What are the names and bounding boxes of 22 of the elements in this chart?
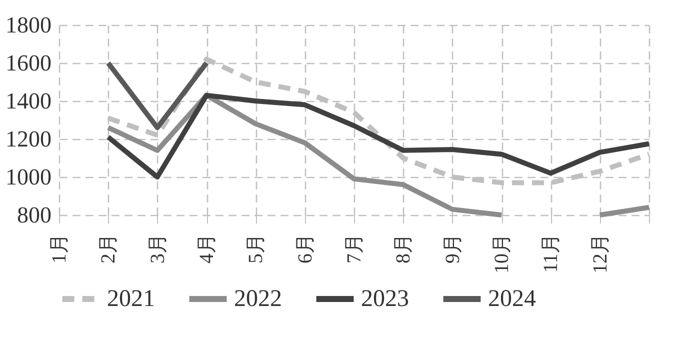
y-tick-label: 800 — [17, 202, 52, 228]
y-tick-label: 1600 — [6, 50, 52, 76]
x-tick-label: 6月 — [294, 234, 316, 264]
x-tick-label: 2月 — [98, 234, 120, 264]
y-tick-label: 1000 — [6, 164, 52, 190]
x-tick-label: 5月 — [245, 234, 268, 264]
x-tick-label: 3月 — [146, 234, 169, 264]
x-tick-label: 10月 — [491, 234, 513, 274]
x-tick-label: 4月 — [196, 234, 218, 264]
legend-label: 2024 — [488, 286, 536, 312]
x-tick-label: 1月 — [48, 234, 70, 264]
legend-label: 2022 — [234, 286, 282, 312]
x-tick-label: 9月 — [442, 234, 464, 264]
x-tick-label: 12月 — [589, 234, 612, 274]
legend-label: 2023 — [361, 286, 409, 312]
x-tick-label: 11月 — [540, 234, 562, 273]
legend-label: 2021 — [107, 286, 155, 312]
y-tick-label: 1800 — [6, 12, 52, 38]
y-tick-label: 1400 — [6, 88, 52, 114]
x-tick-label: 7月 — [344, 234, 366, 264]
y-tick-label: 1200 — [6, 126, 52, 152]
x-tick-label: 8月 — [392, 234, 415, 264]
